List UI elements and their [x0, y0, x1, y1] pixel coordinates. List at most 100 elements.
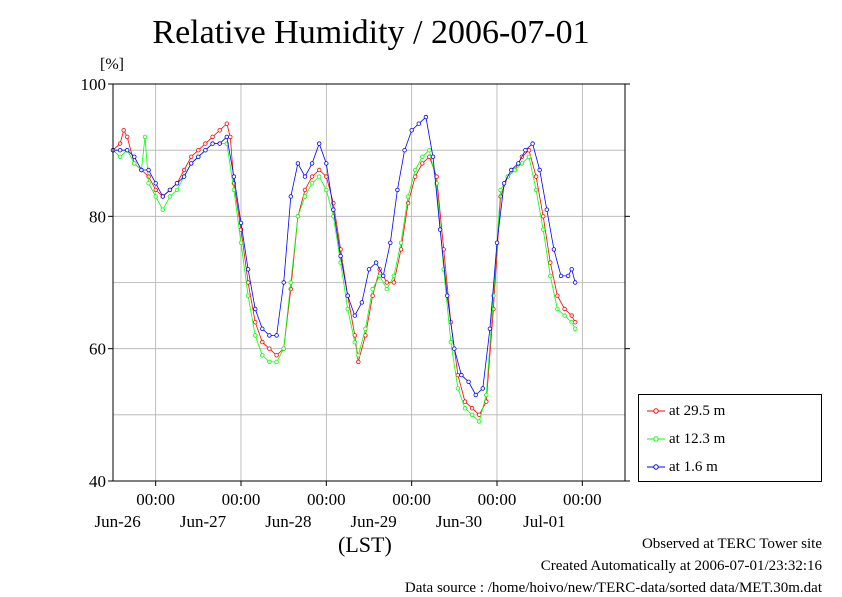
data-point: [331, 207, 336, 212]
data-point: [274, 353, 279, 358]
data-point: [356, 359, 361, 365]
data-point: [455, 386, 461, 391]
data-point: [121, 128, 126, 133]
data-point: [420, 154, 425, 159]
x-tick-label-date: Jul-01: [523, 512, 566, 531]
data-point: [469, 412, 475, 417]
data-point: [117, 154, 123, 159]
data-point: [146, 167, 151, 173]
legend-label: at 29.5 m: [669, 402, 726, 419]
x-tick-label-time: 00:00: [136, 490, 175, 509]
data-point: [302, 194, 308, 199]
data-point: [437, 227, 443, 232]
data-point: [124, 147, 130, 153]
data-point: [455, 372, 461, 378]
data-point: [459, 372, 464, 378]
series-line: [113, 116, 576, 396]
footer-observed: Observed at TERC Tower site: [641, 536, 822, 552]
data-point: [569, 320, 574, 325]
x-tick-label-time: 00:00: [563, 490, 602, 509]
data-point: [274, 333, 279, 338]
data-point: [395, 187, 400, 193]
data-point: [573, 280, 578, 285]
data-point: [160, 207, 165, 212]
data-point: [409, 128, 414, 133]
data-point: [132, 154, 137, 159]
data-point: [359, 300, 365, 305]
data-point: [541, 227, 546, 232]
data-point: [160, 194, 165, 199]
chart-title: Relative Humidity / 2006-07-01: [152, 14, 590, 51]
data-point: [267, 359, 272, 365]
footer-created: Created Automatically at 2006-07-01/23:3…: [540, 558, 822, 574]
data-point: [509, 167, 514, 173]
data-point: [573, 320, 578, 325]
data-point: [569, 267, 574, 272]
series-2: [110, 114, 578, 398]
data-point: [203, 147, 208, 153]
data-point: [548, 273, 553, 279]
data-point: [295, 214, 301, 219]
data-point: [338, 253, 343, 259]
data-point: [551, 247, 557, 252]
data-point: [238, 240, 244, 245]
data-point: [210, 134, 215, 140]
data-point: [430, 154, 436, 159]
legend-item-12-3m: at 12.3 m: [647, 429, 725, 449]
data-point: [252, 306, 258, 312]
data-point: [174, 187, 180, 193]
data-point: [210, 141, 215, 146]
data-point: [377, 273, 382, 279]
data-point: [423, 114, 429, 120]
data-point: [302, 187, 308, 193]
data-point: [142, 134, 148, 140]
data-point: [302, 174, 308, 179]
data-point: [441, 267, 446, 272]
data-point: [537, 167, 542, 173]
legend-marker-12-3m: [647, 436, 665, 442]
data-point: [565, 273, 571, 279]
legend-marker-29-5m: [647, 408, 665, 414]
data-point: [445, 293, 450, 298]
data-point: [562, 306, 567, 312]
legend-label: at 1.6 m: [669, 458, 718, 475]
data-point: [416, 121, 421, 126]
data-point: [245, 293, 251, 298]
data-point: [448, 339, 453, 345]
series-layer: [110, 114, 578, 424]
data-point: [324, 187, 329, 193]
data-point: [181, 174, 187, 179]
data-point: [533, 187, 539, 193]
y-tick-label: 40: [89, 472, 106, 491]
data-point: [252, 320, 258, 325]
data-point: [267, 346, 272, 351]
data-point: [373, 260, 379, 265]
data-point: [217, 128, 222, 133]
y-axis: 40 60 80 100: [81, 75, 630, 491]
data-point: [167, 194, 173, 199]
x-tick-label-date: Jun-26: [95, 512, 141, 531]
legend: at 29.5 m at 12.3 m at 1.6 m: [638, 394, 822, 482]
data-point: [196, 147, 201, 153]
data-point: [295, 161, 301, 166]
x-tick-label-time: 00:00: [222, 490, 261, 509]
data-point: [345, 293, 350, 298]
data-point: [512, 167, 517, 173]
data-point: [494, 240, 500, 245]
data-point: [139, 167, 144, 173]
data-point: [317, 167, 322, 173]
data-point: [366, 267, 372, 272]
data-point: [516, 161, 521, 166]
data-point: [573, 326, 578, 331]
x-tick-label-time: 00:00: [392, 490, 431, 509]
data-point: [462, 406, 468, 411]
data-point: [117, 141, 123, 146]
x-axis: 00:00Jun-2600:00Jun-2700:00Jun-2800:00Ju…: [95, 481, 602, 531]
data-point: [477, 419, 482, 424]
data-point: [523, 147, 528, 153]
series-0: [110, 121, 578, 417]
data-point: [484, 392, 489, 398]
data-point: [480, 386, 485, 391]
series-line: [112, 122, 576, 416]
data-point: [555, 293, 560, 298]
